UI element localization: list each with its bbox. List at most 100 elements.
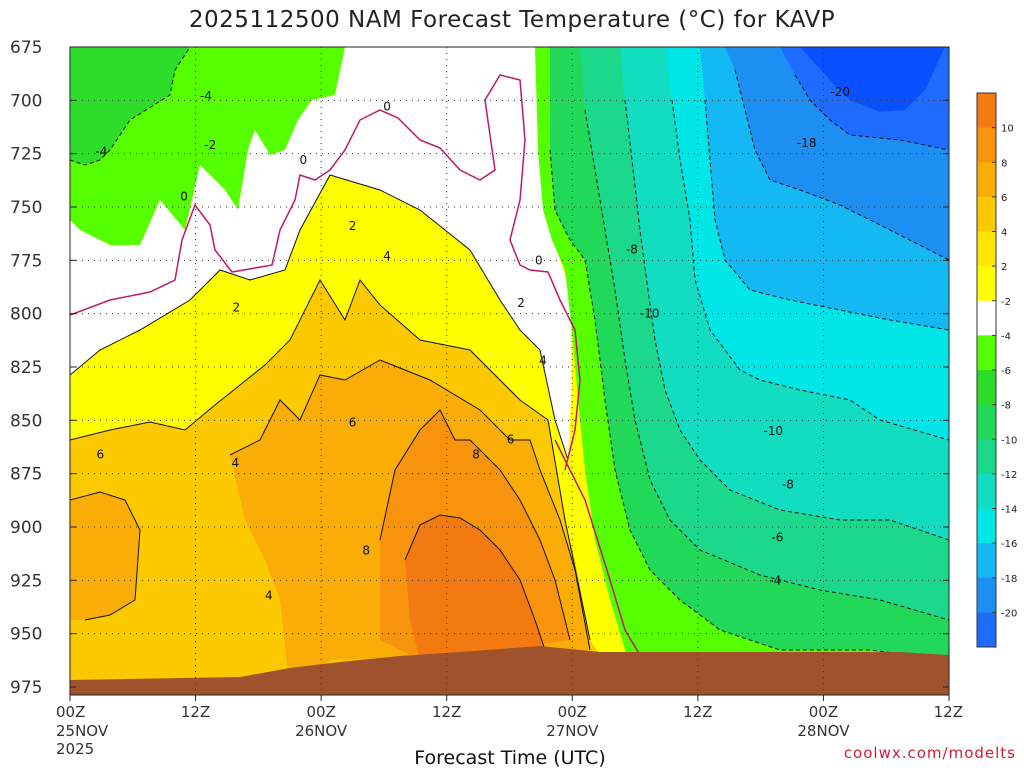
x-tick-label: 12Z [934,703,963,721]
colorbar-label: 4 [1001,228,1007,239]
x-tick-label: 00Z [809,703,838,721]
fill-region-above-10 [405,515,545,660]
colorbar-label: -10 [1001,435,1017,446]
contour-label: -4 [769,573,781,587]
colorbar-label: 2 [1001,262,1007,273]
zero-contour-line [70,74,581,471]
contour-line [379,409,571,641]
contour-label: -2 [204,138,216,152]
contour-label: -4 [95,145,107,159]
contour-label: -10 [763,424,783,438]
contour-label: 6 [349,415,357,429]
contour-label: -4 [200,89,212,103]
contour-label: 4 [383,249,391,263]
y-tick-label: 675 [10,38,42,58]
colorbar-swatch [977,508,996,544]
contour-line [584,109,949,621]
contour-labels: -4 -4 -20 0 0 0 2 2 2 4 4 4 4 6 6 6 8 8 -8 -10 -10 -8 -6 -4 -18 -… [95,85,850,602]
contour-label: 8 [472,447,480,461]
x-tick-label: 00Z [558,703,587,721]
surface-ground [70,646,949,695]
y-tick-label: 725 [10,145,42,165]
contour-label: 0 [383,100,391,114]
colorbar-swatch [977,300,996,336]
y-tick-label: 875 [10,465,42,485]
contour-label: 6 [507,433,515,447]
contour-line [229,359,591,651]
fill-region-white-left [70,47,572,460]
colorbar-label: 8 [1001,158,1007,169]
contour-label: 2 [349,219,357,233]
contour-label: -6 [771,531,783,545]
plot-area: -4 -4 -20 0 0 0 2 2 2 4 4 4 4 6 6 6 8 8 -8 -10 -10 -8 -6 -4 -18 -… [70,47,949,695]
contour-label: -8 [626,243,638,257]
fill-region-minus4-left [70,47,190,165]
plot-border [69,46,950,696]
contour-line [794,74,949,151]
x-tick-year-label: 2025 [56,740,94,758]
y-tick-label: 700 [10,91,42,111]
colorbar-label: -6 [1001,366,1011,377]
gridlines [70,47,949,695]
colorbar-label: 6 [1001,193,1007,204]
y-tick-label: 925 [10,571,42,591]
colorbar-swatch [977,439,996,475]
x-tick-label: 12Z [683,703,712,721]
contour-line [70,174,569,461]
colorbar-label: 10 [1001,124,1014,135]
contour-line [404,514,546,651]
colorbar-swatch [977,231,996,267]
contour-label: -10 [640,307,660,321]
x-tick-label: 00Z [306,703,335,721]
contour-line [70,47,191,166]
contour-lines [70,47,949,661]
colorbar-swatch [977,577,996,613]
chart-title: 2025112500 NAM Forecast Temperature (°C)… [189,7,835,33]
colorbar-swatch [977,543,996,579]
x-tick-date-label: 28NOV [797,722,850,740]
contour-label: 8 [362,543,370,557]
colorbar-swatch [977,196,996,232]
colorbar-label: -8 [1001,401,1011,412]
y-tick-label: 975 [10,678,42,698]
x-tick-date-label: 27NOV [546,722,599,740]
x-axis-label: Forecast Time (UTC) [414,747,605,768]
colorbar-label: -4 [1001,331,1011,342]
contour-label: -8 [782,477,794,491]
contour-line [624,99,949,541]
contour-label: 0 [300,153,308,167]
contour-line [70,491,141,621]
y-tick-label: 825 [10,358,42,378]
y-tick-label: 750 [10,198,42,218]
credit-text[interactable]: coolwx.com/modelts [844,744,1016,762]
colorbar-swatch [977,335,996,371]
x-tick-date-label: 26NOV [295,722,348,740]
y-tick-label: 900 [10,518,42,538]
colorbar-label: -20 [1001,608,1017,619]
colorbar-swatch [977,370,996,406]
colorbar-swatch [977,93,996,129]
contour-label: 4 [539,354,547,368]
colorbar-swatch [977,162,996,198]
x-tick-label: 12Z [181,703,210,721]
y-tick-label: 850 [10,411,42,431]
colorbar-swatch [977,266,996,302]
contour-label: 2 [517,296,525,310]
colorbar-swatch [977,404,996,440]
colorbar: 10 8 6 4 2 -2 -4 -6 -8 -10 -12 -14 -16 -18 -20 [976,92,1017,648]
contour-line [70,278,591,641]
colorbar-label: -12 [1001,470,1017,481]
contour-label: -18 [797,136,817,150]
x-tick-date-label: 25NOV [56,722,109,740]
x-tick-label: 12Z [432,703,461,721]
colorbar-swatch [977,473,996,509]
contour-line [704,99,949,331]
contour-label: -20 [830,85,850,99]
y-tick-label: 800 [10,305,42,325]
contour-label: 2 [233,300,241,314]
colorbar-swatch [977,612,996,648]
colorbar-label: -16 [1001,539,1017,550]
